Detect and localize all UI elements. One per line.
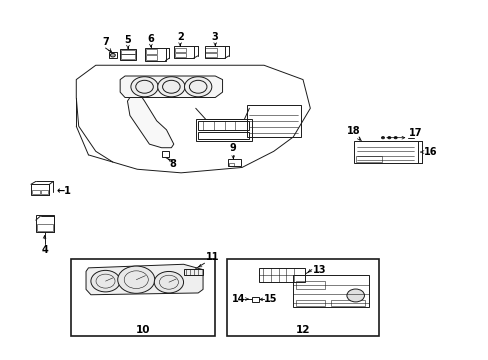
Text: 2: 2 xyxy=(176,32,183,42)
Bar xyxy=(205,48,217,52)
Bar xyxy=(146,49,157,54)
Text: 3: 3 xyxy=(211,32,218,42)
Bar xyxy=(330,300,365,306)
Bar xyxy=(175,48,185,52)
Bar xyxy=(161,151,169,157)
Circle shape xyxy=(118,266,155,293)
Bar xyxy=(36,215,54,232)
Text: 9: 9 xyxy=(229,144,236,153)
Bar xyxy=(229,163,234,166)
Text: 17: 17 xyxy=(408,128,422,138)
Bar xyxy=(145,48,165,60)
Text: 13: 13 xyxy=(312,265,325,275)
Bar xyxy=(121,54,135,59)
Bar xyxy=(183,269,203,275)
Bar xyxy=(295,282,325,289)
Bar xyxy=(195,119,251,140)
Text: 5: 5 xyxy=(124,35,131,45)
Bar xyxy=(175,53,185,57)
Polygon shape xyxy=(120,76,222,98)
Text: 4: 4 xyxy=(41,244,48,255)
Circle shape xyxy=(184,77,211,97)
Bar xyxy=(353,141,417,163)
Bar xyxy=(41,190,48,194)
Polygon shape xyxy=(127,98,173,148)
Circle shape xyxy=(387,136,390,139)
Circle shape xyxy=(154,271,183,293)
Bar xyxy=(293,275,368,307)
Text: 8: 8 xyxy=(168,159,175,169)
Circle shape xyxy=(381,136,384,139)
Circle shape xyxy=(158,77,184,97)
Bar xyxy=(198,132,249,139)
Text: 6: 6 xyxy=(147,35,154,44)
Bar xyxy=(120,49,136,59)
Bar xyxy=(355,156,382,162)
Bar xyxy=(204,46,224,58)
Text: 15: 15 xyxy=(264,294,277,305)
Circle shape xyxy=(110,53,115,57)
Text: 7: 7 xyxy=(102,37,109,47)
Text: 18: 18 xyxy=(346,126,360,136)
Text: 12: 12 xyxy=(295,325,309,335)
Bar xyxy=(121,50,135,54)
Bar xyxy=(37,224,53,231)
Bar xyxy=(259,268,305,282)
Text: 11: 11 xyxy=(205,252,219,262)
Bar xyxy=(174,46,193,58)
Bar xyxy=(71,259,215,336)
Circle shape xyxy=(91,270,120,292)
Bar xyxy=(252,297,259,302)
Bar xyxy=(246,105,300,137)
Bar xyxy=(227,259,378,336)
Text: 14: 14 xyxy=(232,294,245,304)
Bar xyxy=(109,52,117,58)
Bar xyxy=(205,53,217,57)
Bar xyxy=(228,159,240,166)
Text: ←1: ←1 xyxy=(57,186,72,196)
Bar xyxy=(146,55,157,60)
Circle shape xyxy=(131,77,158,97)
Text: 10: 10 xyxy=(136,325,150,335)
Bar xyxy=(32,190,40,194)
Bar xyxy=(295,300,325,306)
Circle shape xyxy=(346,289,364,302)
Polygon shape xyxy=(76,65,310,173)
Bar xyxy=(31,184,49,195)
Polygon shape xyxy=(86,264,203,295)
Circle shape xyxy=(393,136,396,139)
Text: 16: 16 xyxy=(423,147,437,157)
Bar xyxy=(198,121,249,130)
